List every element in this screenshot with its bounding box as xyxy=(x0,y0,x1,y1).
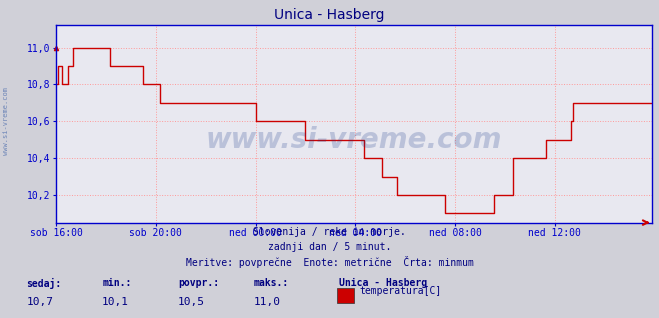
Text: min.:: min.: xyxy=(102,278,132,288)
Text: zadnji dan / 5 minut.: zadnji dan / 5 minut. xyxy=(268,242,391,252)
Text: www.si-vreme.com: www.si-vreme.com xyxy=(3,87,9,155)
Text: www.si-vreme.com: www.si-vreme.com xyxy=(206,126,502,154)
Text: temperatura[C]: temperatura[C] xyxy=(359,286,442,296)
Text: 10,5: 10,5 xyxy=(178,297,205,307)
Text: povpr.:: povpr.: xyxy=(178,278,219,288)
Text: Slovenija / reke in morje.: Slovenija / reke in morje. xyxy=(253,227,406,237)
Text: Unica - Hasberg: Unica - Hasberg xyxy=(274,8,385,22)
Text: Unica - Hasberg: Unica - Hasberg xyxy=(339,278,428,288)
Text: 11,0: 11,0 xyxy=(254,297,281,307)
Text: Meritve: povprečne  Enote: metrične  Črta: minmum: Meritve: povprečne Enote: metrične Črta:… xyxy=(186,256,473,268)
Text: maks.:: maks.: xyxy=(254,278,289,288)
Text: 10,1: 10,1 xyxy=(102,297,129,307)
Text: sedaj:: sedaj: xyxy=(26,278,61,289)
Text: 10,7: 10,7 xyxy=(26,297,53,307)
